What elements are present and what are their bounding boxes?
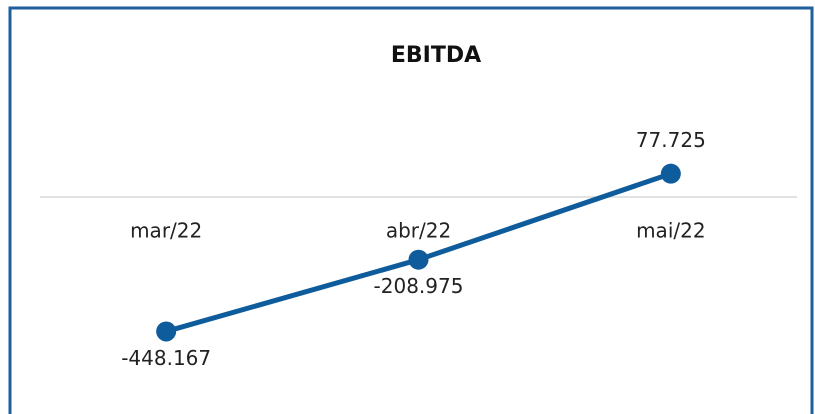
data-point — [408, 249, 429, 270]
data-point — [660, 163, 681, 184]
x-tick-label: mar/22 — [130, 219, 202, 243]
data-label: -448.167 — [121, 346, 211, 370]
x-tick-label: mai/22 — [636, 219, 705, 243]
x-tick-label: abr/22 — [386, 219, 451, 243]
data-label: 77.725 — [636, 128, 706, 152]
data-point — [156, 321, 177, 342]
frame — [8, 6, 814, 414]
chart-title: EBITDA — [391, 43, 481, 68]
data-label: -208.975 — [374, 274, 464, 298]
